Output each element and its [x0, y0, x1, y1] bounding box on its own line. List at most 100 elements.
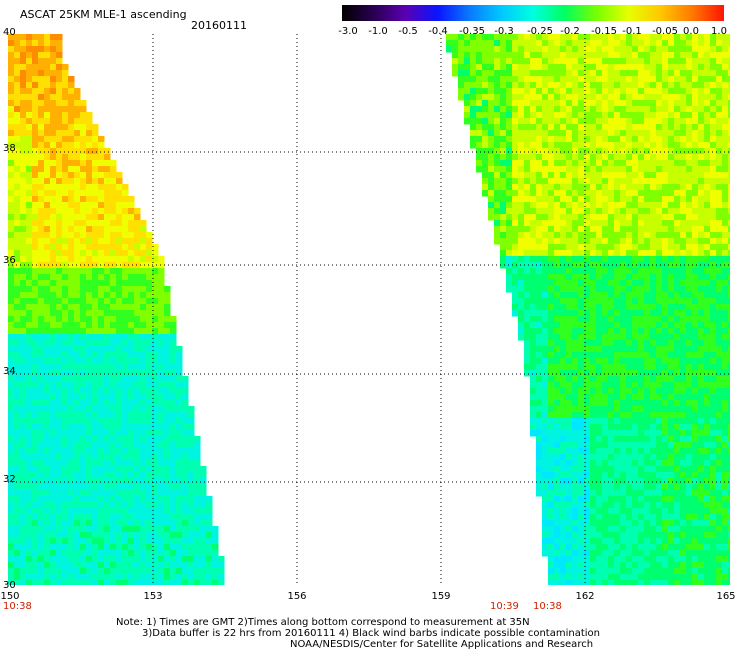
- wind-cell: [710, 214, 717, 221]
- wind-cell: [608, 112, 615, 119]
- wind-cell: [584, 250, 591, 257]
- wind-cell: [8, 460, 15, 467]
- wind-cell: [500, 196, 507, 203]
- wind-cell: [542, 484, 549, 491]
- wind-cell: [524, 274, 531, 281]
- wind-cell: [38, 160, 45, 167]
- wind-cell: [704, 100, 711, 107]
- wind-cell: [164, 328, 171, 335]
- wind-cell: [158, 340, 165, 347]
- wind-cell: [590, 418, 597, 425]
- wind-cell: [548, 34, 555, 41]
- wind-cell: [560, 226, 567, 233]
- wind-cell: [644, 418, 651, 425]
- wind-cell: [668, 202, 675, 209]
- wind-cell: [710, 316, 717, 323]
- wind-cell: [680, 280, 687, 287]
- wind-cell: [596, 484, 603, 491]
- wind-cell: [590, 70, 597, 77]
- wind-cell: [524, 370, 531, 377]
- wind-cell: [62, 82, 69, 89]
- wind-cell: [74, 466, 81, 473]
- wind-cell: [572, 40, 579, 47]
- wind-cell: [554, 340, 561, 347]
- wind-cell: [710, 412, 717, 419]
- wind-cell: [632, 76, 639, 83]
- wind-cell: [68, 214, 75, 221]
- colorbar-label: -0.4: [428, 26, 448, 37]
- wind-cell: [56, 388, 63, 395]
- wind-cell: [158, 424, 165, 431]
- wind-cell: [122, 382, 129, 389]
- wind-cell: [632, 70, 639, 77]
- wind-cell: [164, 442, 171, 449]
- wind-cell: [536, 160, 543, 167]
- wind-cell: [644, 250, 651, 257]
- wind-cell: [32, 460, 39, 467]
- wind-cell: [698, 46, 705, 53]
- wind-cell: [572, 508, 579, 515]
- wind-cell: [38, 226, 45, 233]
- wind-cell: [626, 448, 633, 455]
- wind-cell: [506, 76, 513, 83]
- wind-cell: [74, 382, 81, 389]
- wind-cell: [62, 184, 69, 191]
- wind-cell: [722, 370, 729, 377]
- wind-cell: [680, 220, 687, 227]
- wind-cell: [62, 316, 69, 323]
- wind-cell: [158, 430, 165, 437]
- wind-cell: [116, 454, 123, 461]
- wind-cell: [518, 118, 525, 125]
- wind-cell: [710, 232, 717, 239]
- wind-cell: [464, 58, 471, 65]
- wind-cell: [692, 376, 699, 383]
- wind-cell: [68, 190, 75, 197]
- wind-cell: [572, 478, 579, 485]
- wind-cell: [104, 178, 111, 185]
- wind-cell: [536, 106, 543, 113]
- wind-cell: [638, 340, 645, 347]
- wind-cell: [14, 316, 21, 323]
- wind-cell: [638, 52, 645, 59]
- wind-cell: [686, 112, 693, 119]
- wind-cell: [152, 406, 159, 413]
- wind-cell: [176, 454, 183, 461]
- wind-cell: [710, 142, 717, 149]
- wind-cell: [572, 82, 579, 89]
- wind-cell: [650, 274, 657, 281]
- wind-cell: [14, 190, 21, 197]
- wind-cell: [698, 196, 705, 203]
- wind-cell: [656, 106, 663, 113]
- wind-cell: [494, 46, 501, 53]
- wind-cell: [608, 478, 615, 485]
- wind-cell: [74, 490, 81, 497]
- wind-cell: [44, 298, 51, 305]
- wind-cell: [578, 100, 585, 107]
- wind-cell: [20, 442, 27, 449]
- wind-cell: [584, 64, 591, 71]
- wind-cell: [122, 496, 129, 503]
- wind-cell: [728, 130, 730, 137]
- wind-cell: [578, 154, 585, 161]
- wind-cell: [14, 478, 21, 485]
- wind-cell: [128, 466, 135, 473]
- wind-cell: [662, 280, 669, 287]
- wind-cell: [698, 286, 705, 293]
- wind-cell: [476, 166, 483, 173]
- wind-cell: [56, 130, 63, 137]
- wind-cell: [728, 106, 730, 113]
- wind-cell: [44, 490, 51, 497]
- wind-cell: [632, 292, 639, 299]
- wind-cell: [608, 196, 615, 203]
- wind-cell: [656, 496, 663, 503]
- wind-cell: [620, 256, 627, 263]
- wind-cell: [32, 412, 39, 419]
- wind-cell: [656, 466, 663, 473]
- wind-cell: [8, 34, 15, 41]
- wind-cell: [20, 292, 27, 299]
- wind-cell: [704, 178, 711, 185]
- wind-cell: [116, 412, 123, 419]
- wind-cell: [122, 238, 129, 245]
- wind-cell: [14, 70, 21, 77]
- wind-cell: [584, 316, 591, 323]
